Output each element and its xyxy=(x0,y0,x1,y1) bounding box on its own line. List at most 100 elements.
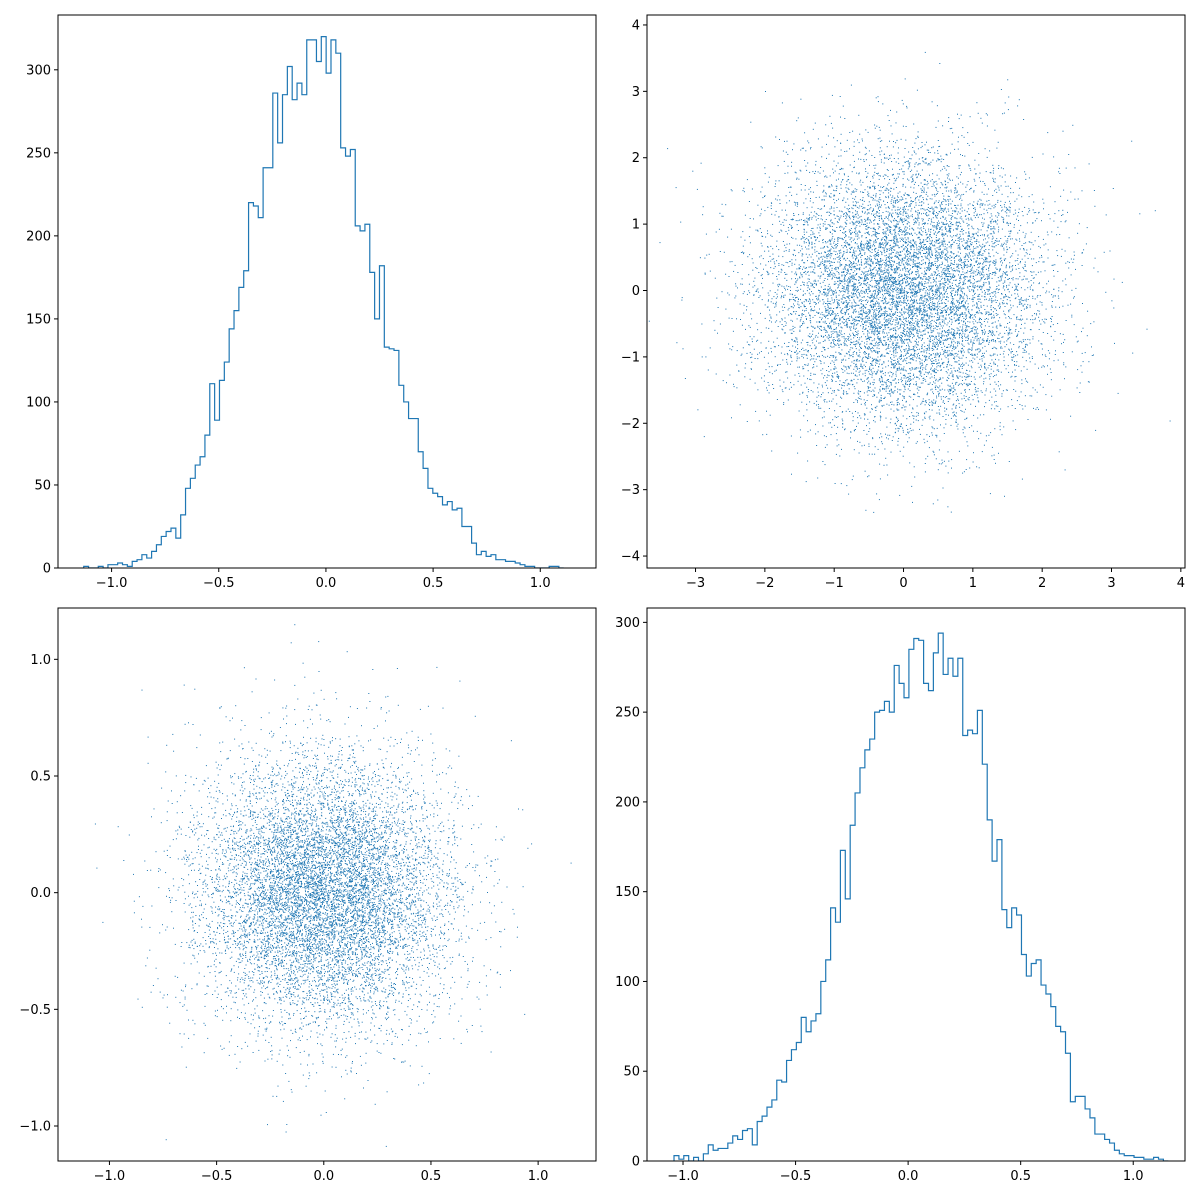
scatter-point xyxy=(852,277,854,279)
scatter-point xyxy=(1006,246,1008,248)
scatter-point xyxy=(993,388,995,390)
scatter-point xyxy=(875,315,877,317)
scatter-point xyxy=(831,274,833,276)
scatter-point xyxy=(832,277,833,279)
scatter-point xyxy=(1074,167,1076,169)
scatter-point xyxy=(748,283,750,285)
scatter-point xyxy=(915,442,917,444)
scatter-point xyxy=(1022,304,1024,306)
scatter-point xyxy=(930,302,932,303)
scatter-point xyxy=(835,295,837,297)
scatter-point xyxy=(823,362,825,364)
scatter-point xyxy=(715,231,717,233)
scatter-point xyxy=(960,195,962,197)
scatter-point xyxy=(957,343,958,345)
scatter-point xyxy=(975,405,976,407)
scatter-point xyxy=(828,308,830,309)
scatter-point xyxy=(883,322,885,323)
scatter-point xyxy=(795,238,797,240)
scatter-point xyxy=(846,306,848,308)
scatter-point xyxy=(784,287,786,289)
scatter-point xyxy=(957,270,959,272)
scatter-point xyxy=(1034,318,1036,320)
scatter-point xyxy=(935,234,937,236)
scatter-point xyxy=(875,205,877,207)
scatter-point xyxy=(967,235,969,237)
scatter-point xyxy=(878,392,880,394)
scatter-point xyxy=(804,219,806,221)
scatter-point xyxy=(843,173,845,175)
scatter-point xyxy=(845,380,847,382)
scatter-point xyxy=(916,441,918,443)
scatter-point xyxy=(890,339,892,341)
scatter-point xyxy=(804,306,806,307)
scatter-point xyxy=(867,394,869,396)
scatter-point xyxy=(867,313,869,315)
scatter-point xyxy=(902,178,904,180)
scatter-point xyxy=(887,176,889,178)
scatter-point xyxy=(808,292,810,294)
scatter-point xyxy=(903,211,905,213)
scatter-point xyxy=(1016,316,1018,318)
scatter-point xyxy=(825,270,827,272)
scatter-point xyxy=(881,263,883,265)
scatter-point xyxy=(921,234,923,236)
scatter-point xyxy=(804,160,806,161)
scatter-point xyxy=(879,286,881,288)
scatter-point xyxy=(834,268,835,270)
scatter-point xyxy=(1015,390,1017,392)
scatter-point xyxy=(1053,156,1055,158)
scatter-point xyxy=(839,317,841,319)
scatter-point xyxy=(1000,185,1002,187)
scatter-point xyxy=(898,366,900,368)
scatter-point xyxy=(908,349,910,351)
scatter-point xyxy=(905,406,907,408)
scatter-point xyxy=(821,156,823,158)
scatter-point xyxy=(866,433,868,435)
scatter-point xyxy=(979,376,981,378)
scatter-point xyxy=(875,164,877,166)
scatter-point xyxy=(805,198,807,200)
scatter-point xyxy=(1004,296,1006,298)
scatter-point xyxy=(942,316,944,318)
scatter-point xyxy=(1030,280,1032,281)
scatter-point xyxy=(983,283,985,285)
scatter-point xyxy=(827,278,829,280)
scatter-point xyxy=(1068,237,1070,239)
scatter-point xyxy=(868,286,870,288)
scatter-point xyxy=(937,252,939,254)
scatter-point xyxy=(931,254,933,256)
scatter-point xyxy=(864,283,866,285)
scatter-point xyxy=(904,385,906,387)
scatter-point xyxy=(871,277,873,279)
scatter-point xyxy=(950,389,951,391)
scatter-point xyxy=(795,202,796,204)
scatter-point xyxy=(808,240,810,242)
scatter-point xyxy=(877,172,879,174)
scatter-point xyxy=(865,219,867,221)
scatter-point xyxy=(972,343,974,345)
scatter-point xyxy=(1006,344,1008,346)
scatter-point xyxy=(1000,306,1001,308)
scatter-point xyxy=(956,218,958,220)
scatter-point xyxy=(966,300,968,302)
scatter-point xyxy=(850,372,852,374)
scatter-point xyxy=(768,392,770,394)
scatter-point xyxy=(971,251,973,253)
scatter-point xyxy=(825,292,827,294)
scatter-point xyxy=(903,221,905,223)
scatter-point xyxy=(849,280,851,281)
scatter-point xyxy=(959,294,961,296)
scatter-point xyxy=(831,312,833,314)
scatter-point xyxy=(885,189,887,191)
scatter-point xyxy=(925,278,927,280)
scatter-point xyxy=(1011,278,1013,279)
scatter-point xyxy=(894,240,896,242)
scatter-point xyxy=(864,276,866,278)
scatter-point xyxy=(910,197,912,199)
scatter-point xyxy=(865,228,867,230)
scatter-point xyxy=(880,175,881,177)
scatter-point xyxy=(919,268,921,269)
scatter-point xyxy=(947,300,949,302)
